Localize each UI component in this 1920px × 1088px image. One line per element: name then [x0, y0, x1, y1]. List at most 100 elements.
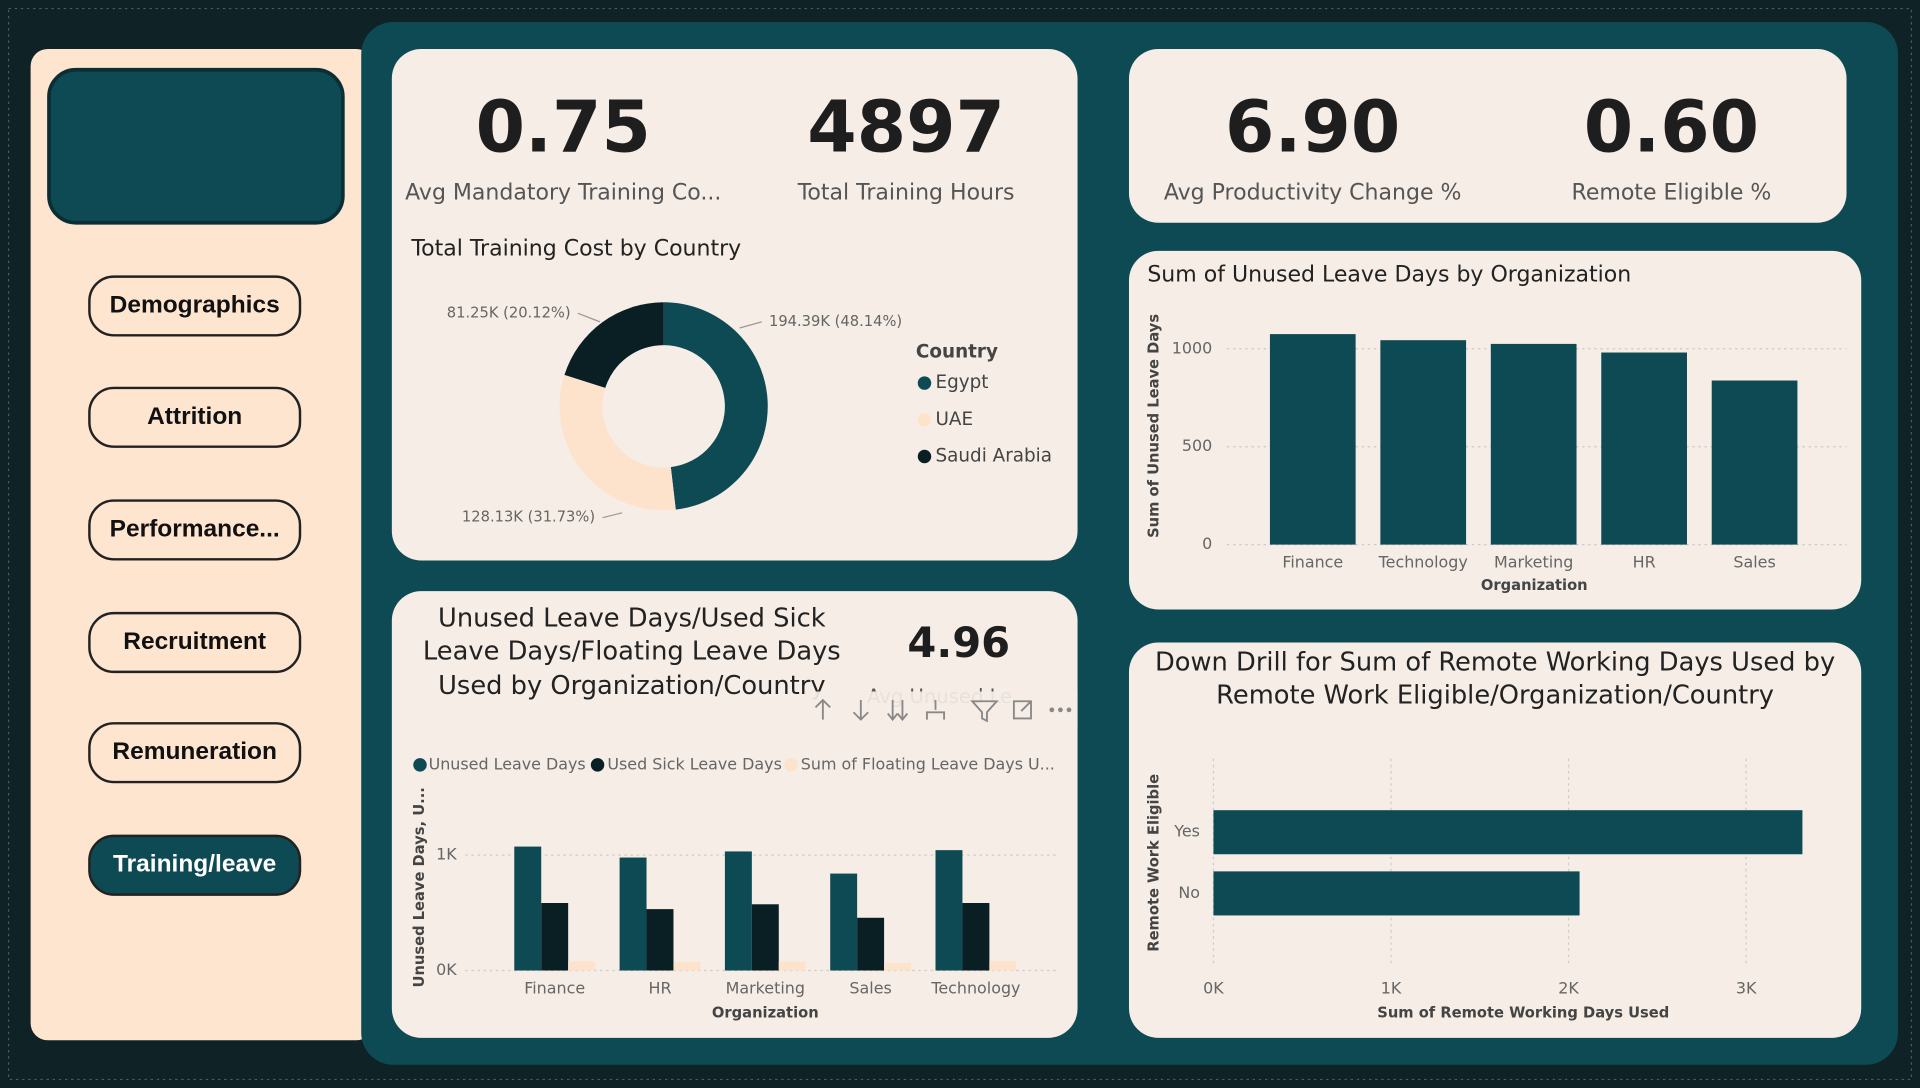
- legend-marker: [917, 376, 932, 390]
- bar: [724, 851, 752, 971]
- bar: [646, 909, 674, 971]
- bar: [1490, 343, 1577, 545]
- kpis: 0.75 Avg Mandatory Training Co... 4897 Tota…: [405, 86, 1771, 708]
- x-tick-label: Marketing: [1494, 552, 1573, 571]
- chart-title: Down Drill for Sum of Remote Working Day…: [1154, 647, 1836, 711]
- nav-button-bg: [88, 275, 302, 337]
- legend-label: UAE: [936, 409, 974, 430]
- kpi-label: Avg Mandatory Training Co...: [405, 180, 721, 205]
- y-tick-label: 1000: [1172, 338, 1212, 357]
- nav-button[interactable]: Demographics: [88, 275, 302, 337]
- nav-button-label: Attrition: [147, 403, 242, 430]
- legend-marker: [413, 758, 427, 772]
- x-tick-label: HR: [1633, 552, 1656, 571]
- chart-title-box: Down Drill for Sum of Remote Working Day…: [1154, 647, 1836, 711]
- logo-box: [47, 67, 345, 225]
- legend-label: Unused Leave Days: [429, 754, 586, 773]
- legend-title: Country: [916, 341, 998, 362]
- donut-slice: [564, 302, 664, 388]
- bar: [1213, 871, 1580, 916]
- nav-button-label: Training/leave: [113, 851, 276, 878]
- nav: Demographics Attrition Performance... Recru…: [88, 275, 302, 896]
- bar: [962, 903, 990, 971]
- x-axis-label: Sum of Remote Working Days Used: [1377, 1004, 1669, 1021]
- nav-button-label: Remuneration: [112, 738, 277, 765]
- kpi-label: Remote Eligible %: [1572, 180, 1772, 205]
- nav-button-bg: [88, 386, 302, 448]
- nav-button-bg: [88, 499, 302, 561]
- kpi-value: 4897: [807, 86, 1005, 169]
- bar: [830, 873, 858, 971]
- legend-label: Sum of Floating Leave Days U...: [801, 754, 1055, 773]
- kpi-value: 0.60: [1584, 86, 1759, 169]
- bar: [619, 857, 647, 971]
- legend-marker: [917, 449, 932, 464]
- kpi-value: 4.96: [907, 618, 1010, 667]
- bar: [778, 961, 806, 971]
- legend-label: Used Sick Leave Days: [607, 754, 782, 773]
- nav-button[interactable]: Attrition: [88, 386, 302, 448]
- nav-button[interactable]: Recruitment: [88, 611, 302, 674]
- donut-slice: [663, 302, 768, 510]
- nav-button-label: Recruitment: [123, 628, 266, 655]
- x-tick-label: Finance: [1282, 552, 1343, 571]
- bar: [1601, 352, 1687, 545]
- data-label: 81.25K (20.12%): [447, 304, 571, 321]
- x-tick-label: HR: [648, 978, 671, 997]
- legend-marker: [784, 758, 798, 772]
- nav-button[interactable]: Performance...: [88, 499, 302, 561]
- y-tick-label: 0: [1202, 534, 1212, 553]
- data-label: 128.13K (31.73%): [462, 509, 595, 526]
- visual-toolbar: [805, 691, 1078, 729]
- legend-marker: [917, 413, 932, 427]
- x-tick-label: 0K: [1203, 978, 1224, 997]
- bar: [568, 961, 596, 971]
- marks: 194.39K (48.14%) Egypt 128.13K (31.73%) UAE…: [413, 302, 1847, 997]
- kpi-label: Avg Productivity Change %: [1164, 180, 1462, 205]
- x-tick-label: Technology: [930, 978, 1020, 997]
- bar: [935, 850, 963, 971]
- bar: [751, 904, 779, 971]
- chart-title: Sum of Unused Leave Days by Organization: [1147, 262, 1631, 287]
- chart-title: Total Training Cost by Country: [410, 237, 741, 262]
- y-tick-label: 500: [1182, 436, 1212, 455]
- bar: [1269, 334, 1356, 545]
- y-tick-label: Yes: [1173, 822, 1200, 841]
- x-tick-label: Finance: [524, 978, 585, 997]
- y-axis-label: Remote Work Eligible: [1146, 774, 1163, 952]
- x-tick-label: Sales: [1733, 552, 1775, 571]
- donut-slice: [559, 374, 676, 511]
- y-tick-label: 0K: [436, 960, 457, 979]
- kpi-value: 6.90: [1225, 86, 1400, 169]
- data-label: 194.39K (48.14%): [769, 313, 902, 330]
- nav-button-bg: [88, 722, 302, 784]
- leader-line: [602, 512, 623, 519]
- bar: [1711, 380, 1798, 545]
- x-tick-label: Technology: [1378, 552, 1468, 571]
- y-axis-label: Unused Leave Days, U...: [411, 787, 428, 987]
- bar: [514, 846, 542, 971]
- kpi-value: 0.75: [476, 86, 651, 169]
- x-tick-label: Sales: [849, 978, 891, 997]
- frame: [7, 7, 1913, 1081]
- bar: [1380, 340, 1467, 545]
- card: [1128, 48, 1847, 223]
- nav-button-bg: [88, 834, 302, 896]
- leader-line: [577, 312, 601, 323]
- nav-button[interactable]: Remuneration: [88, 722, 302, 784]
- nav-button-label: Performance...: [110, 515, 280, 542]
- y-tick-label: No: [1178, 883, 1200, 902]
- y-axis-label: Sum of Unused Leave Days: [1146, 314, 1163, 538]
- nav-button[interactable]: Training/leave: [88, 834, 302, 896]
- bar: [541, 903, 569, 971]
- legend-label: Egypt: [936, 372, 989, 393]
- nav-button-label: Demographics: [110, 291, 280, 318]
- nav-button-bg: [88, 611, 302, 674]
- leader-line: [739, 321, 762, 329]
- y-tick-label: 1K: [436, 845, 457, 864]
- x-tick-label: Marketing: [726, 978, 805, 997]
- bar: [673, 961, 701, 971]
- chart-title: Unused Leave Days/Used Sick Leave Days/F…: [422, 603, 841, 700]
- bar: [1213, 810, 1803, 855]
